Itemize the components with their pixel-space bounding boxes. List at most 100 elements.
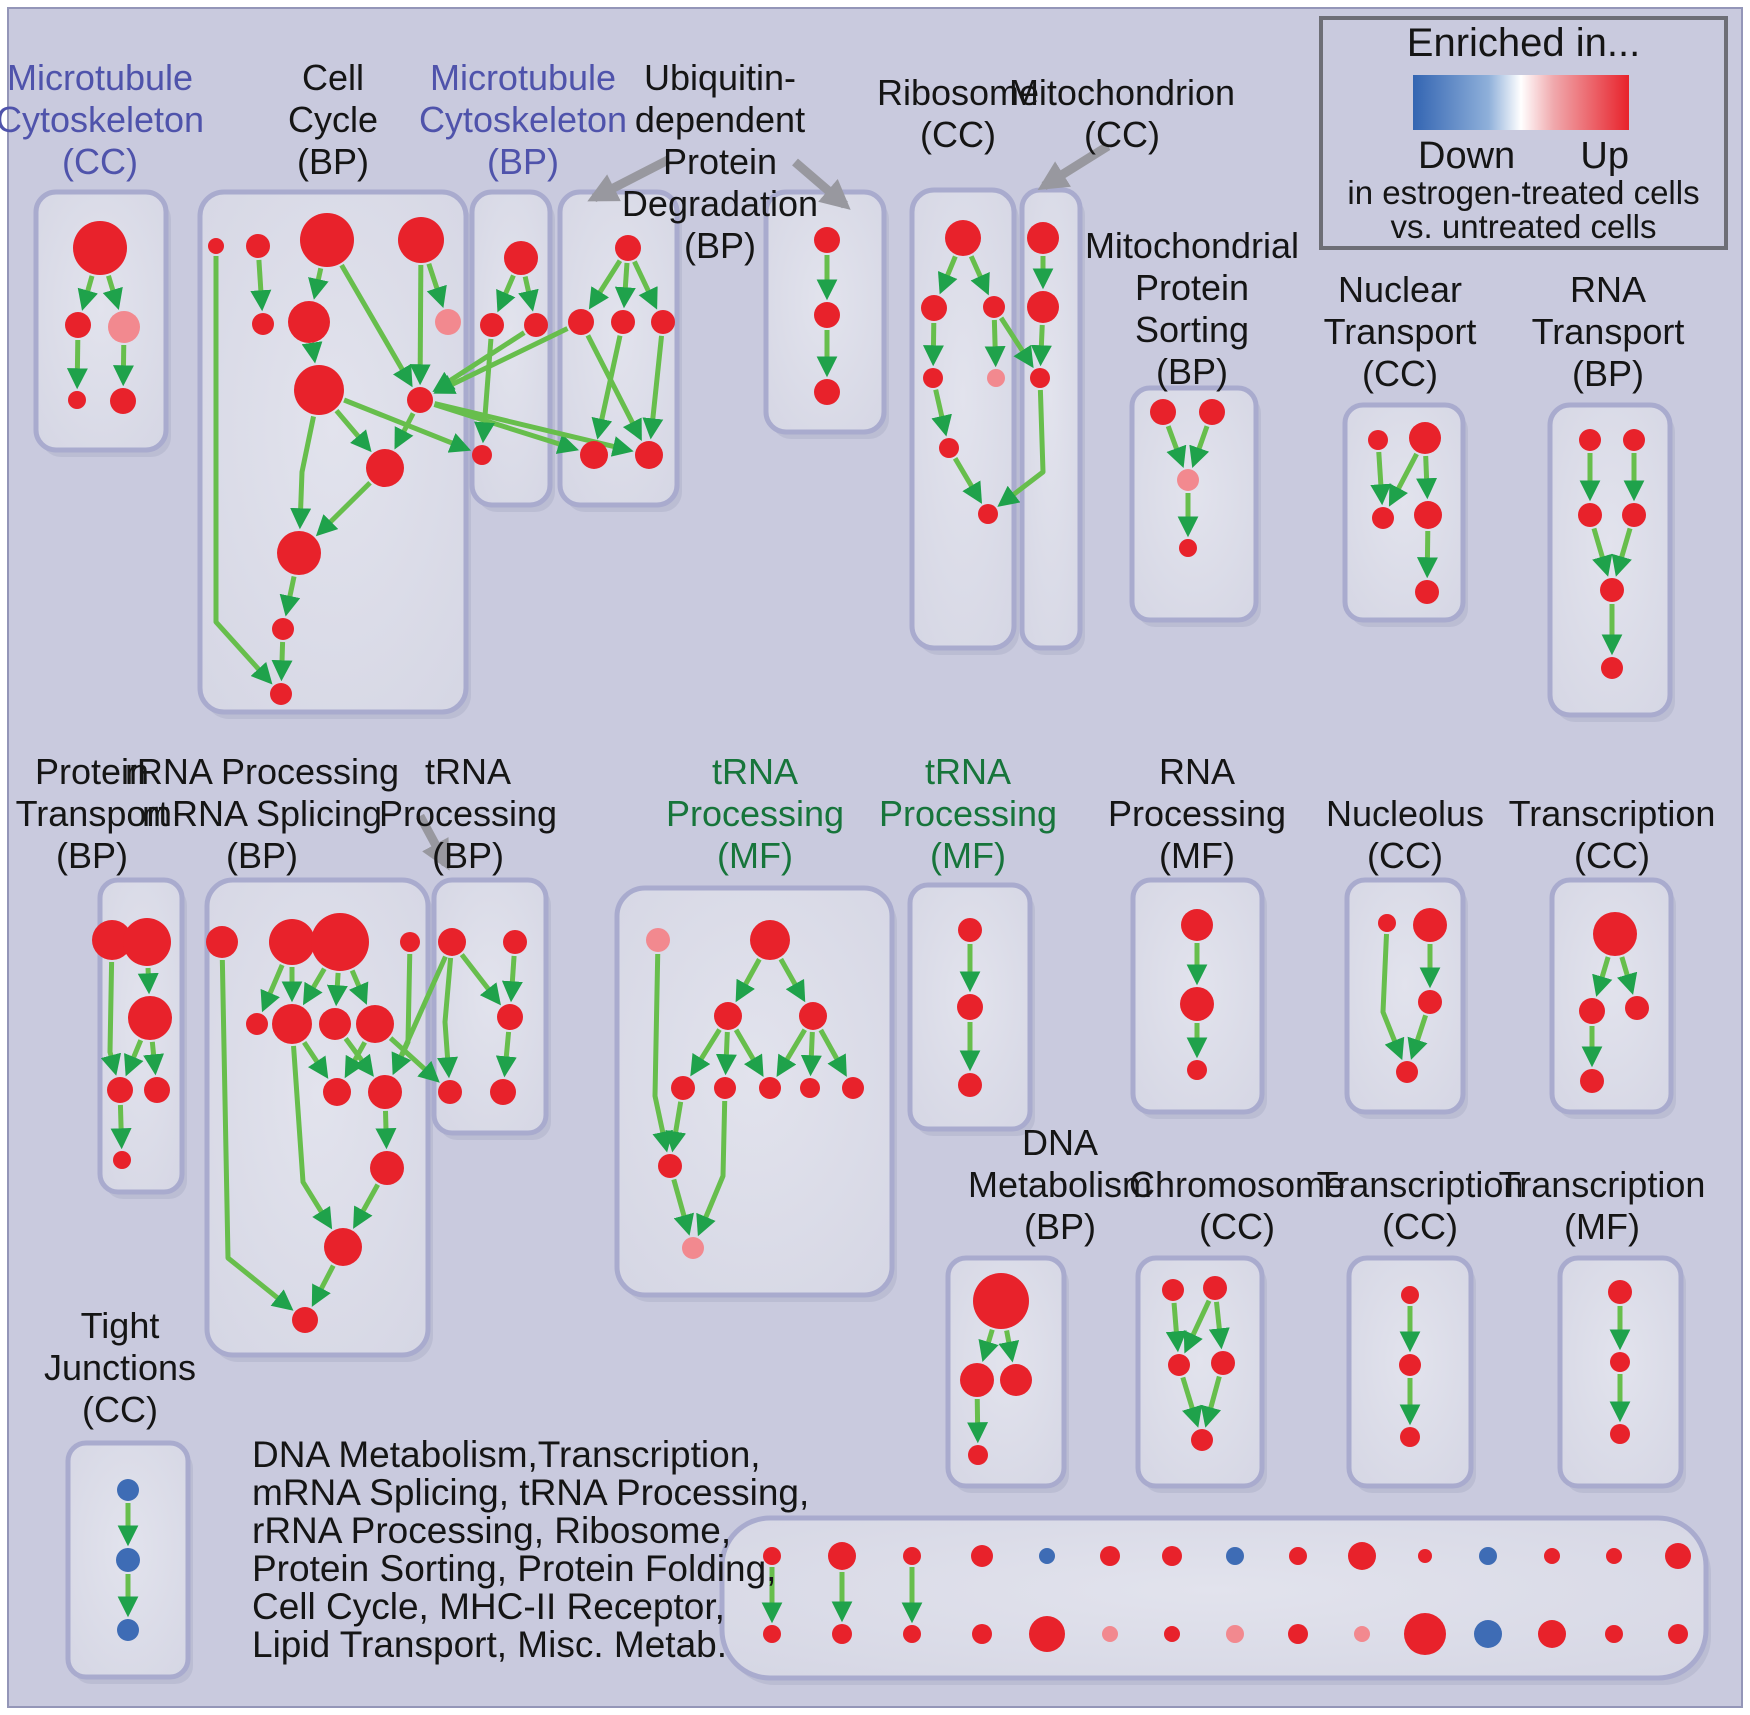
go-term-node-q1-up [206, 926, 238, 958]
edge-k3-k5 [1591, 527, 1613, 577]
edge-q6-q9 [302, 1040, 329, 1079]
legend-subtitle-1: in estrogen-treated cells [1347, 174, 1699, 211]
go-term-node-j5-up [1415, 580, 1439, 604]
cluster-label-mitochondrion-cc: (CC) [1084, 114, 1160, 155]
go-term-node-c5-up [252, 313, 274, 335]
go-term-node-bt4-up [971, 1545, 993, 1567]
cluster-label-trna-processing-bp: (BP) [432, 835, 504, 876]
go-term-node-bb9-up [1288, 1624, 1308, 1644]
edge-d1-d3 [518, 275, 539, 312]
edge-d1-d2 [496, 274, 516, 313]
pointer-arrow-0 [587, 155, 671, 203]
cluster-label-trna-processing-mf-2: tRNA [925, 751, 1011, 792]
go-term-node-bt12-down [1479, 1547, 1497, 1565]
edge-c8-c10 [334, 408, 372, 453]
go-term-node-da4-up [968, 1445, 988, 1465]
go-term-node-u10-up [658, 1154, 682, 1178]
go-term-node-e2-up [568, 309, 594, 335]
go-term-node-k4-up [1622, 503, 1646, 527]
pointer-arrow-3 [416, 813, 450, 871]
go-term-node-q2-up [269, 919, 315, 965]
edge-a1-a3 [102, 275, 123, 311]
go-term-node-tc3-up [1400, 1427, 1420, 1447]
go-term-node-u4-up [799, 1002, 827, 1030]
cluster-box-nuclear-transport-cc [1342, 402, 1466, 623]
cluster-label-trna-processing-mf-2: (MF) [930, 835, 1006, 876]
cluster-label-protein-transport-bp: Protein [35, 751, 149, 792]
go-term-node-q3-up [311, 913, 369, 971]
edge-j1-j3 [1370, 451, 1392, 506]
edge-e1-e3 [614, 262, 636, 309]
edge-g4-g6 [931, 389, 952, 437]
go-term-node-z3-down [117, 1619, 139, 1641]
cluster-label-nuclear-transport-cc: Transport [1324, 311, 1477, 352]
cluster-box-mitochondrion-cc [1019, 187, 1083, 651]
go-term-node-p6-up [113, 1151, 131, 1169]
misc-terms-text: Cell Cycle, MHC-II Receptor, [252, 1586, 725, 1627]
cluster-label-rna-processing-mf: (MF) [1159, 835, 1235, 876]
go-term-node-q10-up [368, 1075, 402, 1109]
edge-t3-t5 [495, 1031, 517, 1078]
go-term-node-u11-weak-up [682, 1237, 704, 1259]
go-term-node-j3-up [1372, 507, 1394, 529]
edge-q2-q5 [260, 964, 285, 1013]
go-term-node-y1-up [1593, 912, 1637, 956]
legend-box [1319, 16, 1728, 250]
misc-terms-text: rRNA Processing, Ribosome, [252, 1510, 731, 1551]
edge-i2-i3 [1189, 425, 1210, 468]
go-term-node-tm3-up [1610, 1424, 1630, 1444]
cluster-label-rna-processing-mf: RNA [1159, 751, 1235, 792]
go-term-node-p5-up [144, 1077, 170, 1103]
edge-d2-d4 [474, 338, 495, 444]
go-term-node-k3-up [1578, 503, 1602, 527]
go-term-node-bb11-up [1404, 1613, 1446, 1655]
go-term-node-f2-up [814, 302, 840, 328]
go-term-node-d2-up [480, 313, 504, 337]
go-term-node-g5-weak-up [987, 369, 1005, 387]
go-term-node-bb6-weak-up [1102, 1626, 1118, 1642]
go-term-node-bb4-up [972, 1624, 992, 1644]
go-term-node-a3-weak-up [108, 311, 140, 343]
cluster-label-transcription-cc-mid: Transcription [1509, 793, 1716, 834]
edge-g3-h3 [998, 316, 1034, 369]
cluster-label-nuclear-transport-cc: Nuclear [1338, 269, 1462, 310]
go-term-node-y2-up [1579, 998, 1605, 1024]
go-term-node-g3-up [983, 296, 1005, 318]
cluster-label-ubiquitin-dependent-protein-degradation-bp: Ubiquitin- [644, 57, 796, 98]
edge-g6-g7 [952, 457, 983, 504]
go-term-node-cb2-up [1203, 1276, 1227, 1300]
legend-down-label: Down [1418, 135, 1515, 177]
edge-c4-c9 [409, 264, 431, 386]
edge-i1-i3 [1165, 425, 1187, 469]
go-term-node-u3-up [714, 1002, 742, 1030]
go-term-node-g7-up [978, 504, 998, 524]
edge-u6-u11 [696, 1100, 728, 1237]
edge-q8-t4 [388, 1036, 440, 1083]
go-term-node-y4-up [1580, 1069, 1604, 1093]
cluster-label-dna-metabolism-bp: Metabolism [968, 1164, 1152, 1205]
edge-t1-t4 [437, 957, 458, 1079]
go-term-node-a1-up [73, 221, 127, 275]
misc-terms-text: Lipid Transport, Misc. Metab. [252, 1624, 727, 1665]
go-term-node-c1-up [208, 238, 224, 254]
edge-x3-x4 [1407, 1014, 1429, 1060]
edge-k4-k5 [1611, 527, 1633, 577]
cluster-label-mitochondrion-cc: Mitochondrion [1009, 72, 1235, 113]
go-term-node-c11-up [277, 531, 321, 575]
go-term-node-cb3-up [1168, 1354, 1190, 1376]
go-term-node-i4-up [1179, 539, 1197, 557]
go-term-node-a5-up [110, 388, 136, 414]
cluster-label-ribosome-cc: (CC) [920, 114, 996, 155]
go-term-node-x3-up [1418, 990, 1442, 1014]
pointer-arrow-2 [1037, 142, 1111, 190]
go-term-node-p3-up [128, 996, 172, 1040]
edge-j4-j5 [1416, 530, 1438, 579]
edge-q11-q12 [353, 1183, 380, 1229]
go-term-node-t4-up [438, 1080, 462, 1104]
cluster-label-trna-processing-mf-1: Processing [666, 793, 844, 834]
cluster-label-microtubule-cytoskeleton-cc: (CC) [62, 141, 138, 182]
go-term-node-c8-up [294, 365, 344, 415]
go-term-node-cb1-up [1162, 1279, 1184, 1301]
